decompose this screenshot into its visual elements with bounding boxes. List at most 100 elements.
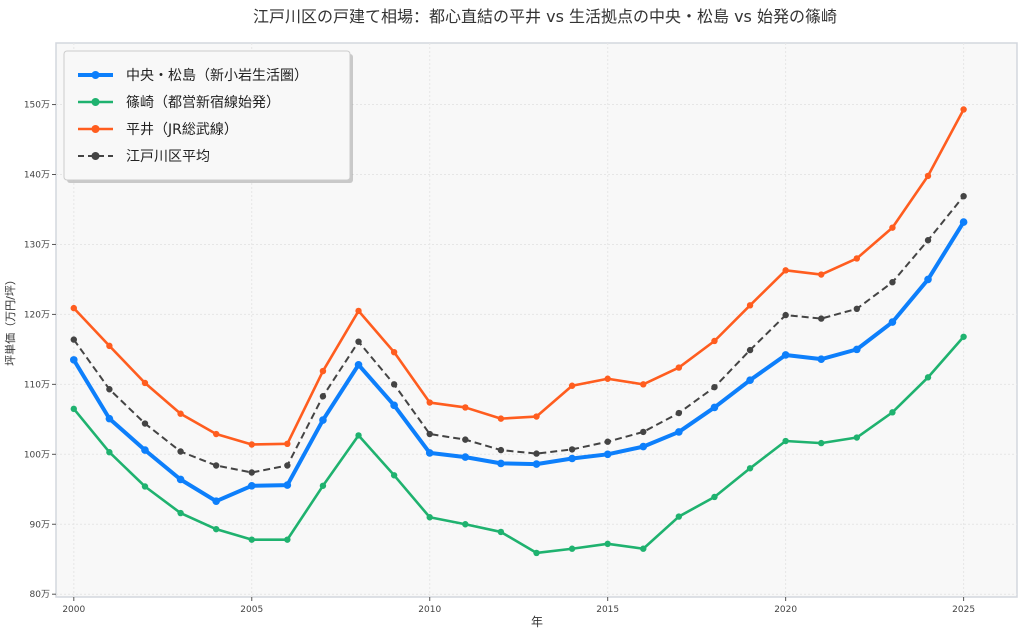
- series-1: [70, 333, 967, 557]
- x-tick-label: 2020: [774, 605, 797, 615]
- data-point: [640, 428, 647, 436]
- x-tick-label: 2005: [240, 605, 263, 615]
- data-point: [960, 192, 967, 200]
- data-point: [853, 305, 861, 313]
- data-point: [889, 409, 896, 416]
- data-point: [533, 549, 540, 557]
- data-point: [284, 536, 291, 543]
- data-point: [532, 460, 541, 468]
- data-point: [141, 446, 149, 454]
- y-tick-label: 120万: [24, 310, 50, 320]
- x-axis-label: 年: [531, 615, 543, 629]
- data-point: [818, 439, 825, 447]
- data-point: [888, 318, 897, 326]
- data-point: [70, 304, 77, 312]
- legend-item: 江戸川区平均: [78, 149, 210, 165]
- data-point: [959, 218, 968, 226]
- data-point: [212, 525, 220, 533]
- data-point: [711, 337, 718, 345]
- data-point: [105, 414, 114, 423]
- data-point: [212, 430, 220, 438]
- y-tick-label: 110万: [24, 380, 50, 390]
- data-point: [746, 346, 754, 354]
- y-tick-label: 140万: [24, 171, 50, 181]
- data-point: [533, 413, 540, 420]
- data-point: [568, 446, 576, 453]
- data-point: [924, 172, 932, 180]
- data-point: [319, 393, 327, 400]
- data-point: [604, 540, 611, 548]
- data-point: [248, 469, 255, 476]
- data-point: [675, 364, 683, 371]
- data-point: [675, 513, 683, 520]
- y-axis-label: 坪単価（万円/坪）: [3, 274, 17, 366]
- data-point: [497, 446, 505, 454]
- data-point: [818, 271, 825, 278]
- series-lines: [69, 106, 968, 557]
- y-tick-label: 130万: [24, 240, 50, 250]
- data-point: [746, 465, 754, 472]
- data-point: [639, 442, 648, 451]
- legend-marker: [91, 71, 100, 79]
- data-point: [106, 449, 113, 456]
- data-point: [177, 410, 184, 417]
- data-point: [746, 302, 754, 309]
- legend-marker: [91, 98, 100, 106]
- data-point: [640, 381, 647, 388]
- data-point: [817, 355, 826, 363]
- data-point: [141, 379, 149, 387]
- legend-marker: [91, 152, 100, 160]
- data-point: [390, 381, 398, 388]
- data-point: [746, 376, 754, 384]
- data-point: [248, 536, 255, 543]
- x-tick-label: 2015: [596, 605, 619, 615]
- data-point: [212, 462, 220, 469]
- data-point: [782, 311, 789, 319]
- data-point: [355, 338, 362, 345]
- data-point: [176, 475, 185, 484]
- data-point: [177, 448, 184, 455]
- data-point: [106, 386, 113, 393]
- series-3: [70, 192, 967, 476]
- data-point: [818, 315, 825, 322]
- data-point: [711, 383, 718, 391]
- data-point: [960, 106, 967, 113]
- data-point: [70, 336, 77, 343]
- legend-item: 中央・松島（新小岩生活圏）: [78, 68, 308, 84]
- data-point: [568, 545, 576, 552]
- data-point: [284, 462, 291, 469]
- series-line: [72, 221, 966, 504]
- legend-marker: [91, 125, 100, 133]
- data-point: [924, 237, 932, 244]
- data-point: [355, 432, 362, 439]
- series-line: [72, 335, 965, 555]
- data-point: [497, 459, 505, 468]
- data-point: [924, 374, 932, 381]
- data-point: [426, 430, 433, 438]
- data-point: [853, 255, 861, 262]
- data-point: [390, 472, 398, 479]
- x-tick-label: 2000: [62, 605, 85, 615]
- legend-label: 中央・松島（新小岩生活圏）: [126, 68, 308, 84]
- data-point: [781, 351, 790, 359]
- y-tick-label: 100万: [24, 450, 50, 460]
- data-point: [319, 482, 327, 489]
- data-point: [533, 450, 540, 457]
- data-point: [248, 441, 255, 448]
- data-point: [390, 348, 398, 356]
- legend-label: 平井（JR総武線）: [126, 122, 238, 138]
- x-axis: 2000 2005 2010 2015 2020 2025: [62, 597, 975, 615]
- data-point: [390, 401, 398, 410]
- data-point: [568, 382, 576, 389]
- data-point: [319, 367, 327, 375]
- data-point: [782, 437, 789, 445]
- data-point: [354, 360, 363, 369]
- data-point: [425, 449, 434, 457]
- data-point: [141, 483, 149, 490]
- y-tick-label: 150万: [24, 101, 50, 111]
- data-point: [604, 438, 611, 445]
- series-line: [72, 195, 965, 474]
- legend-item: 篠崎（都営新宿線始発）: [78, 94, 280, 111]
- data-point: [889, 224, 896, 231]
